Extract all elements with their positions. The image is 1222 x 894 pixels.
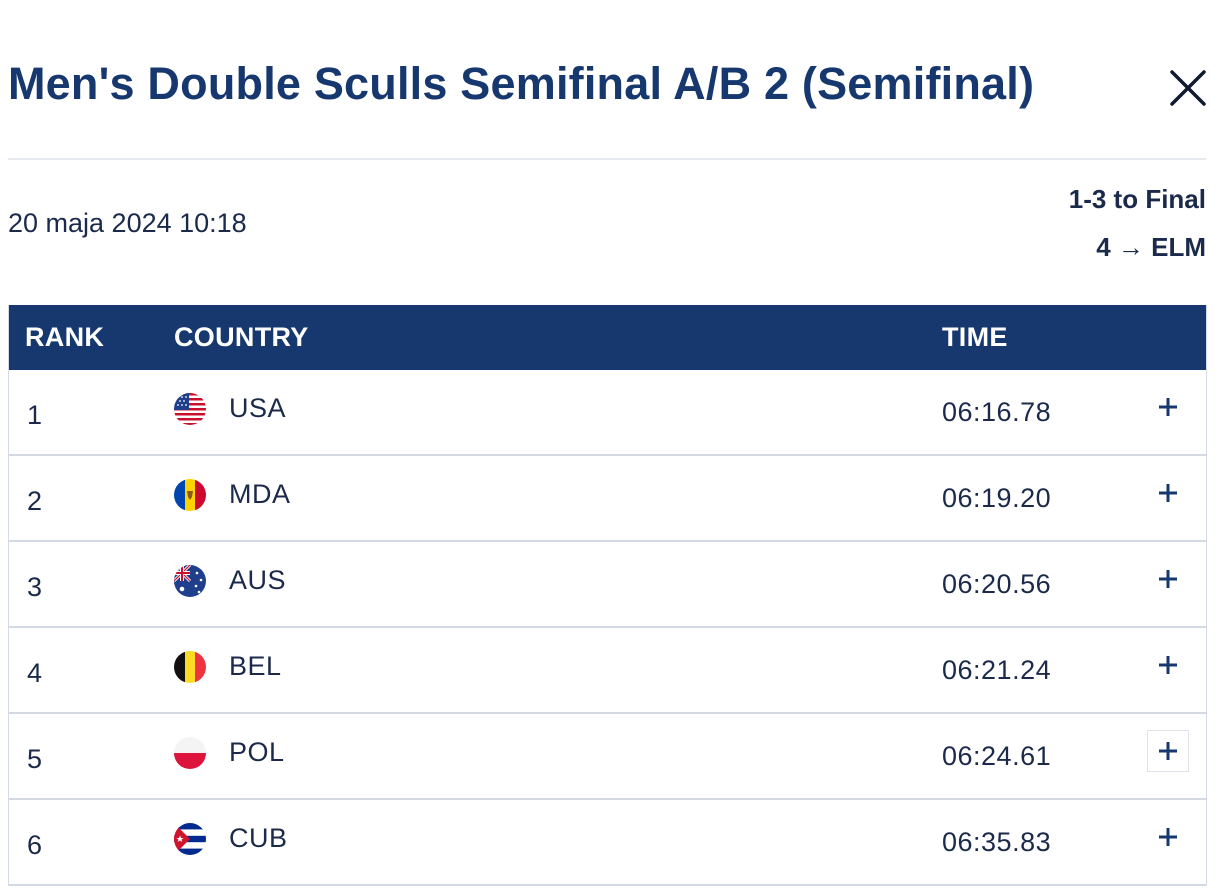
- country-code: POL: [229, 737, 285, 767]
- rank-cell: 3: [27, 572, 43, 602]
- country-code: USA: [229, 393, 287, 423]
- rank-cell: 1: [27, 400, 43, 430]
- time-cell: 06:19.20: [942, 483, 1052, 513]
- australia-flag-icon: [174, 565, 206, 597]
- time-cell: 06:24.61: [942, 741, 1052, 771]
- country-code: BEL: [229, 651, 282, 681]
- country-code: AUS: [229, 565, 287, 595]
- plus-icon: [1159, 742, 1177, 760]
- column-header-time: TIME: [942, 322, 1008, 352]
- expand-button[interactable]: [1147, 386, 1189, 428]
- table-row: 1 USA 06:16.78: [9, 370, 1206, 456]
- column-header-rank: RANK: [25, 322, 105, 352]
- table-row: 6 CUB 06:35.83: [9, 800, 1206, 886]
- plus-icon: [1159, 398, 1177, 416]
- expand-button[interactable]: [1147, 558, 1189, 600]
- rank-cell: 4: [27, 658, 43, 688]
- header-divider: [8, 158, 1206, 160]
- table-row: 5 POL 06:24.61: [9, 714, 1206, 800]
- plus-icon: [1159, 570, 1177, 588]
- belgium-flag-icon: [174, 651, 206, 683]
- table-row: 2 MDA 06:19.20: [9, 456, 1206, 542]
- time-cell: 06:16.78: [942, 397, 1052, 427]
- race-datetime: 20 maja 2024 10:18: [8, 208, 247, 238]
- expand-button[interactable]: [1147, 730, 1189, 772]
- table-row: 3 AUS 06:20.56: [9, 542, 1206, 628]
- progression-final: 1-3 to Final: [1068, 184, 1206, 214]
- rank-cell: 6: [27, 830, 43, 860]
- close-icon: [1170, 70, 1206, 106]
- rank-cell: 5: [27, 744, 43, 774]
- rank-cell: 2: [27, 486, 43, 516]
- expand-button[interactable]: [1147, 644, 1189, 686]
- time-cell: 06:21.24: [942, 655, 1052, 685]
- moldova-flag-icon: [174, 479, 206, 511]
- results-table: RANK COUNTRY TIME 1 USA 06:16.78: [8, 305, 1207, 886]
- usa-flag-icon: [174, 393, 206, 425]
- table-header: RANK COUNTRY TIME: [9, 305, 1206, 370]
- column-header-country: COUNTRY: [174, 322, 309, 352]
- expand-button[interactable]: [1147, 816, 1189, 858]
- plus-icon: [1159, 484, 1177, 502]
- country-code: CUB: [229, 823, 288, 853]
- close-button[interactable]: [1166, 66, 1210, 110]
- plus-icon: [1159, 828, 1177, 846]
- time-cell: 06:35.83: [942, 827, 1052, 857]
- plus-icon: [1159, 656, 1177, 674]
- progression-elm: 4 → ELM: [1096, 232, 1206, 262]
- country-code: MDA: [229, 479, 291, 509]
- time-cell: 06:20.56: [942, 569, 1052, 599]
- table-row: 4 BEL 06:21.24: [9, 628, 1206, 714]
- poland-flag-icon: [174, 737, 206, 769]
- page-title: Men's Double Sculls Semifinal A/B 2 (Sem…: [8, 58, 1035, 109]
- cuba-flag-icon: [174, 823, 206, 855]
- expand-button[interactable]: [1147, 472, 1189, 514]
